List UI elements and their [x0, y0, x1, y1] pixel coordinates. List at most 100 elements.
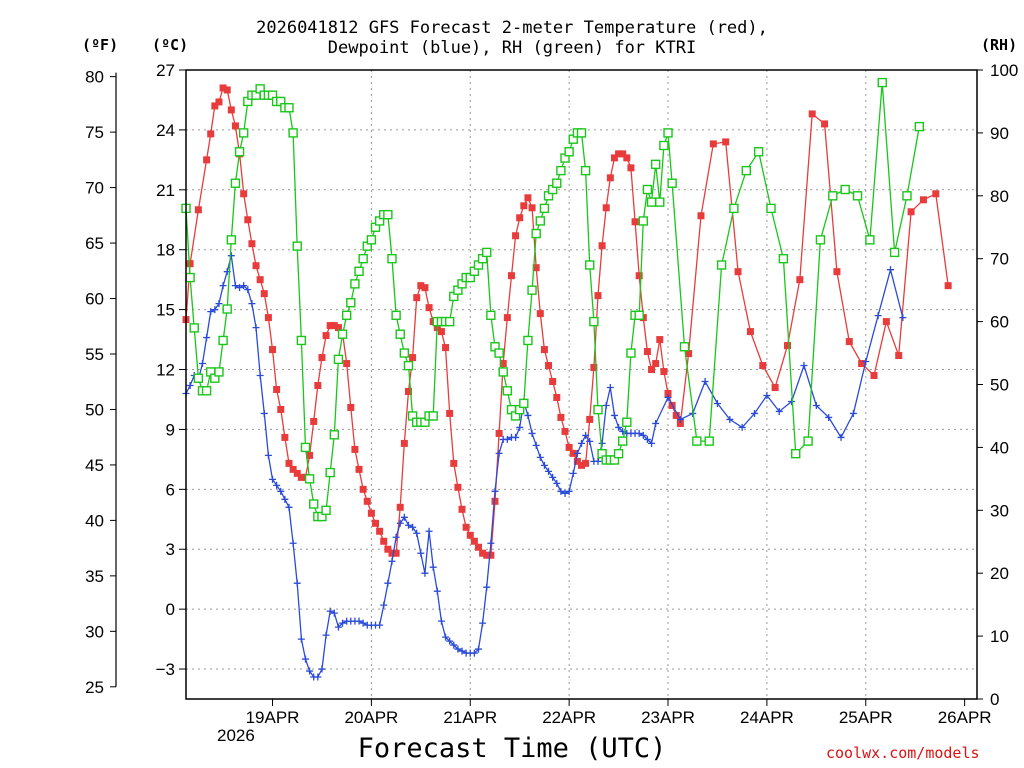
dewpoint-point — [297, 635, 305, 643]
rh-point — [214, 367, 224, 377]
dewpoint-point — [615, 423, 623, 431]
temperature-point — [421, 284, 429, 292]
fahrenheit-unit-label: (ºF) — [82, 36, 119, 54]
rh-point — [284, 103, 294, 113]
temperature-point — [322, 332, 330, 340]
temperature-point — [392, 549, 400, 557]
temperature-point — [334, 324, 342, 332]
temperature-point — [759, 362, 767, 370]
dewpoint-point — [219, 282, 227, 290]
celsius-tick-label: 0 — [166, 600, 175, 619]
dewpoint-point — [610, 411, 618, 419]
rh-tick-label: 80 — [990, 187, 1009, 206]
dewpoint-point — [281, 495, 289, 503]
fahrenheit-tick-label: 35 — [85, 567, 104, 586]
rh-tick-label: 90 — [990, 124, 1009, 143]
rh-point — [646, 197, 657, 207]
dewpoint-point — [252, 324, 260, 332]
temperature-point — [944, 282, 952, 290]
rh-point — [288, 128, 298, 138]
dewpoint-point — [227, 252, 235, 260]
rh-point — [889, 247, 900, 258]
dewpoint-point — [676, 415, 684, 423]
rh-tick-label: 60 — [990, 313, 1009, 332]
rh-point — [803, 436, 813, 446]
y-axes: −3 0 3 6 9 12 15 18 21 24 27 25 30 35 40 45 50 55 60 65 70 75… — [85, 61, 1018, 709]
temperature-point — [771, 383, 779, 391]
temperature-point — [870, 372, 878, 380]
dewpoint-point — [738, 423, 746, 431]
fahrenheit-tick-label: 50 — [85, 400, 104, 419]
dewpoint-point — [775, 407, 783, 415]
rh-point — [593, 404, 603, 415]
fahrenheit-tick-label: 55 — [85, 345, 104, 364]
rh-point — [321, 505, 331, 515]
temperature-point — [709, 140, 717, 148]
temperature-point — [244, 216, 252, 224]
dewpoint-point — [643, 435, 651, 443]
temperature-point — [783, 342, 791, 350]
temperature-point — [615, 150, 623, 158]
temperature-point — [211, 102, 219, 110]
temperature-point — [932, 190, 940, 198]
temperature-point — [372, 519, 380, 527]
temperature-point — [483, 551, 491, 559]
dewpoint-point — [273, 481, 281, 489]
rh-tick-label: 30 — [990, 501, 1009, 520]
temperature-point — [281, 433, 289, 441]
temperature-point — [573, 457, 581, 465]
rh-point — [556, 165, 566, 176]
dewpoint-point — [433, 587, 441, 595]
credit-link[interactable]: coolwx.com/models — [826, 744, 980, 762]
temperature-point — [479, 549, 487, 557]
temperature-point — [796, 276, 804, 284]
temperature-point — [194, 206, 202, 214]
dewpoint-point — [339, 619, 347, 627]
temperature-point — [516, 214, 524, 222]
dewpoint-point — [528, 429, 536, 437]
dewpoint-point — [512, 433, 520, 441]
temperature-point — [598, 242, 606, 250]
rh-point — [564, 147, 574, 157]
dewpoint-point — [334, 623, 342, 631]
dewpoint-point — [503, 435, 511, 443]
rh-point — [189, 323, 199, 333]
celsius-tick-label: 15 — [156, 301, 175, 320]
temperature-point — [697, 212, 705, 220]
dewpoint-point — [540, 461, 548, 469]
dewpoint-point — [380, 601, 388, 609]
dewpoint-point — [203, 334, 211, 342]
temperature-point — [413, 294, 421, 302]
dewpoint-point — [536, 453, 544, 461]
dewpoint-point — [248, 300, 256, 308]
dewpoint-point — [256, 372, 264, 380]
rh-point — [494, 348, 504, 358]
rh-point — [828, 191, 838, 201]
dewpoint-point — [652, 419, 660, 427]
x-tick-label: 20APR — [344, 708, 398, 727]
celsius-unit-label: (ºC) — [152, 36, 189, 54]
temperature-point — [466, 531, 474, 539]
dewpoint-point — [569, 469, 577, 477]
rh-point — [329, 430, 340, 440]
temperature-point — [260, 290, 268, 298]
rh-point — [663, 128, 673, 138]
rh-point — [815, 235, 826, 245]
fahrenheit-tick-label: 70 — [85, 179, 104, 198]
dewpoint-point — [454, 645, 462, 653]
rh-point — [613, 448, 624, 459]
temperature-point — [442, 344, 450, 352]
temperature-point — [458, 505, 466, 513]
temperature-point — [417, 282, 425, 290]
grid-lines — [186, 69, 977, 699]
fahrenheit-tick-label: 40 — [85, 511, 104, 530]
dewpoint-point — [594, 457, 602, 465]
rh-point — [403, 360, 414, 371]
celsius-tick-label: 9 — [166, 420, 175, 439]
fahrenheit-tick-label: 25 — [85, 678, 104, 697]
dewpoint-point — [648, 439, 656, 447]
dewpoint-point — [326, 607, 334, 615]
temperature-point — [895, 352, 903, 360]
x-tick-label: 19APR — [246, 708, 300, 727]
dewpoint-point — [886, 266, 894, 274]
